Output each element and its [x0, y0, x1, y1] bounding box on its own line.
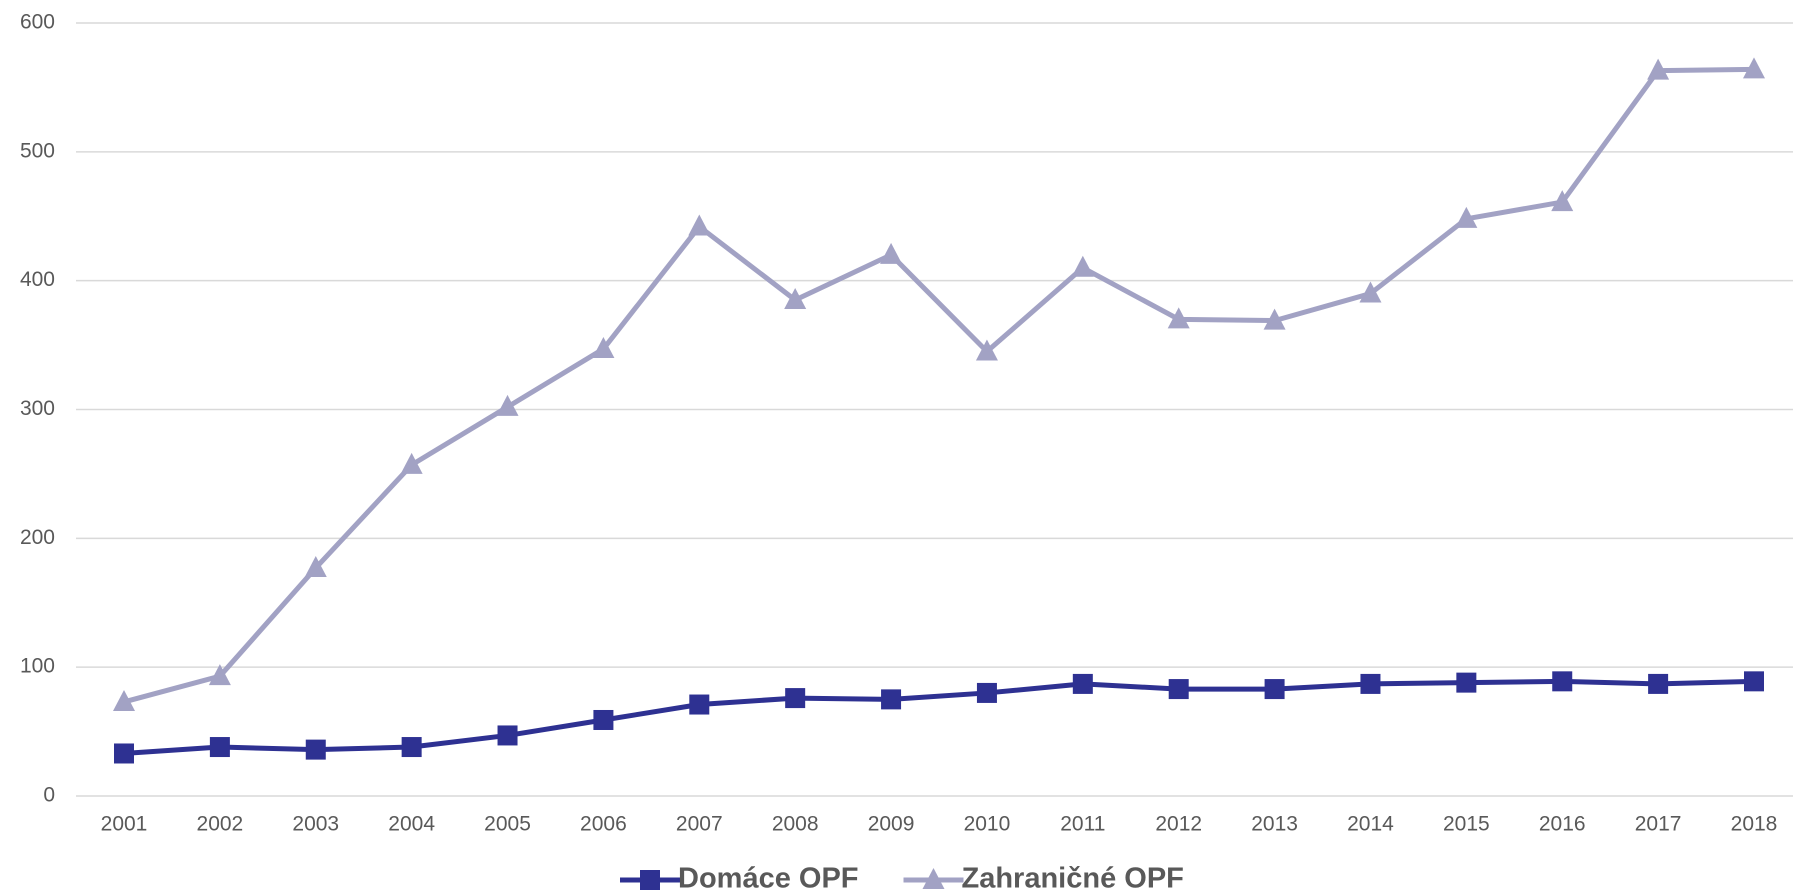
marker: [881, 689, 902, 710]
marker: [304, 555, 327, 577]
marker: [208, 664, 231, 686]
x-tick-label: 2009: [868, 813, 915, 836]
y-tick-label: 100: [20, 655, 55, 678]
series-line: [123, 678, 1755, 756]
marker: [1455, 206, 1478, 228]
marker: [1264, 679, 1285, 700]
marker: [1456, 672, 1477, 693]
y-tick-label: 400: [20, 268, 55, 291]
marker: [1071, 255, 1094, 277]
marker: [976, 682, 997, 703]
marker: [975, 339, 998, 361]
y-tick-label: 200: [20, 526, 55, 549]
x-tick-label: 2006: [580, 813, 627, 836]
y-tick-label: 600: [20, 11, 55, 34]
marker: [496, 394, 519, 416]
marker: [1743, 57, 1765, 79]
marker: [1359, 281, 1382, 303]
x-tick-label: 2003: [292, 813, 339, 836]
x-tick-label: 2014: [1347, 813, 1394, 836]
marker: [497, 725, 518, 746]
x-tick-label: 2018: [1731, 813, 1778, 836]
marker: [1551, 190, 1574, 212]
legend-item: Domáce OPF: [620, 863, 859, 895]
marker: [688, 214, 711, 236]
y-tick-label: 500: [20, 139, 55, 162]
marker: [880, 242, 903, 264]
x-tick-label: 2012: [1155, 813, 1202, 836]
marker: [922, 868, 945, 889]
marker: [593, 709, 614, 730]
legend-item: Zahraničné OPF: [903, 863, 1184, 895]
marker: [400, 452, 423, 474]
x-tick-label: 2001: [101, 813, 148, 836]
x-tick-label: 2016: [1539, 813, 1586, 836]
x-tick-label: 2007: [676, 813, 723, 836]
x-tick-label: 2017: [1635, 813, 1682, 836]
marker: [114, 743, 134, 764]
marker: [1552, 671, 1573, 692]
x-tick-label: 2010: [964, 813, 1011, 836]
marker: [689, 694, 710, 715]
marker: [1360, 673, 1381, 694]
marker: [784, 287, 807, 309]
marker: [305, 739, 326, 760]
marker: [1072, 673, 1093, 694]
series-line: [123, 66, 1755, 705]
marker: [1263, 308, 1286, 330]
x-tick-label: 2011: [1060, 813, 1105, 836]
marker: [1168, 679, 1189, 700]
marker: [1648, 673, 1669, 694]
x-tick-label: 2008: [772, 813, 819, 836]
x-tick-label: 2005: [484, 813, 531, 836]
legend-label: Zahraničné OPF: [962, 863, 1184, 895]
marker: [113, 689, 135, 711]
marker: [209, 737, 230, 758]
marker: [592, 336, 615, 358]
x-tick-label: 2013: [1251, 813, 1298, 836]
marker: [1744, 671, 1764, 692]
marker: [785, 688, 806, 709]
marker: [1167, 307, 1190, 329]
marker: [1647, 58, 1670, 80]
x-tick-label: 2015: [1443, 813, 1490, 836]
x-tick-label: 2004: [388, 813, 435, 836]
y-tick-label: 300: [20, 397, 55, 420]
y-tick-label: 0: [43, 784, 55, 807]
marker: [401, 737, 422, 758]
marker: [640, 870, 660, 890]
x-tick-label: 2002: [197, 813, 244, 836]
legend-label: Domáce OPF: [678, 863, 859, 895]
